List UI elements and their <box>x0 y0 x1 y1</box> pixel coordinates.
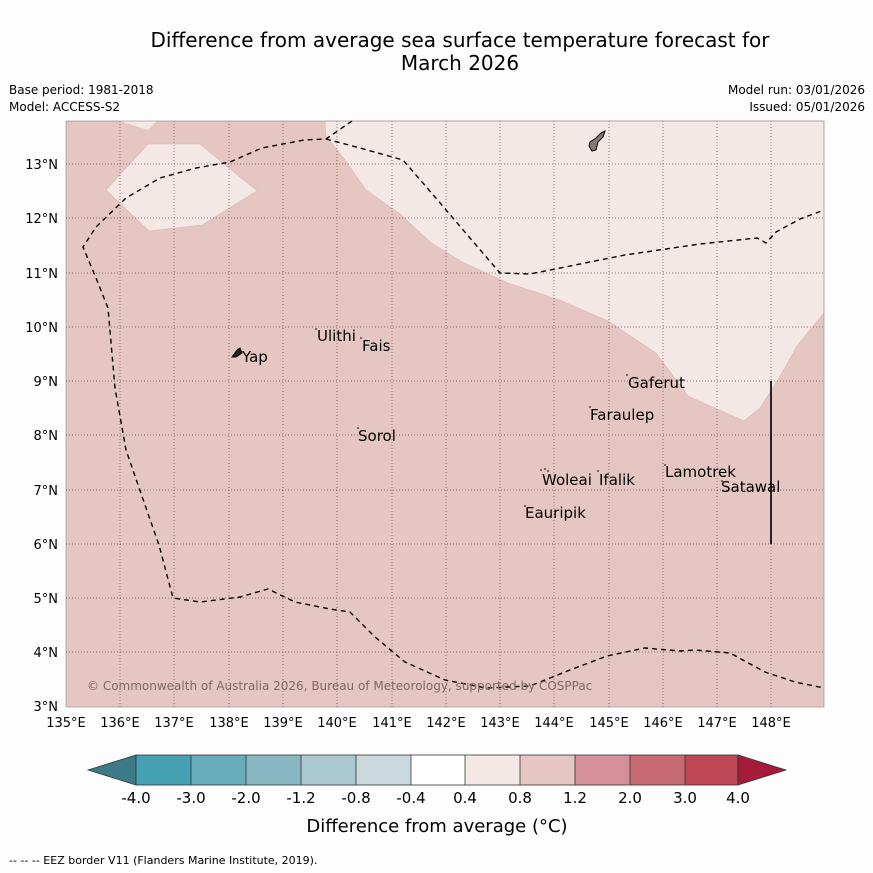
lon-tick: 142°E <box>426 716 466 731</box>
lon-tick: 138°E <box>209 716 249 731</box>
colorbar-segment <box>685 755 738 785</box>
place-label-ifalik: Ifalik <box>599 471 635 489</box>
colorbar: -4.0 -3.0 -2.0 -1.2 -0.8 -0.4 0.4 0.8 1.… <box>86 754 788 837</box>
lat-tick: 12°N <box>25 212 58 227</box>
lon-tick: 135°E <box>46 716 86 731</box>
colorbar-segment <box>246 755 301 785</box>
lat-axis: 13°N 12°N 11°N 10°N 9°N 8°N 7°N 6°N 5°N … <box>25 158 58 715</box>
colorbar-tick: -2.0 <box>231 789 260 807</box>
lat-tick: 9°N <box>34 375 59 390</box>
place-label-eauripik: Eauripik <box>525 504 586 522</box>
lat-tick: 10°N <box>25 321 58 336</box>
colorbar-tick: 4.0 <box>726 789 750 807</box>
place-label-sorol: Sorol <box>358 427 396 445</box>
yap-island-icon <box>231 347 243 358</box>
place-label-yap: Yap <box>241 348 268 366</box>
model-label: Model: ACCESS-S2 <box>9 100 121 114</box>
colorbar-segment <box>191 755 246 785</box>
colorbar-segment <box>136 755 191 785</box>
lon-tick: 148°E <box>751 716 791 731</box>
anomaly-fill-0.4-0.8-east <box>324 120 825 422</box>
colorbar-tick: 0.4 <box>453 789 477 807</box>
colorbar-tick: 2.0 <box>618 789 642 807</box>
chart-title-line2: March 2026 <box>400 51 520 75</box>
place-label-satawal: Satawal <box>721 478 780 496</box>
colorbar-segment <box>411 755 465 785</box>
colorbar-tick: -3.0 <box>176 789 205 807</box>
lat-tick: 4°N <box>34 646 59 661</box>
colorbar-segment <box>520 755 575 785</box>
lon-tick: 139°E <box>263 716 303 731</box>
issued-label: Issued: 05/01/2026 <box>749 100 865 114</box>
copyright-notice: © Commonwealth of Australia 2026, Bureau… <box>87 679 592 693</box>
colorbar-tick: 1.2 <box>563 789 587 807</box>
lon-tick: 147°E <box>697 716 737 731</box>
colorbar-segment <box>630 755 685 785</box>
lon-tick: 146°E <box>643 716 683 731</box>
lat-tick: 8°N <box>34 429 59 444</box>
lat-tick: 5°N <box>34 592 59 607</box>
lon-tick: 141°E <box>372 716 412 731</box>
colorbar-tick: -0.8 <box>341 789 370 807</box>
lon-axis: 135°E 136°E 137°E 138°E 139°E 140°E 141°… <box>46 716 791 731</box>
colorbar-tick: -0.4 <box>396 789 425 807</box>
guam-island-icon <box>588 130 606 152</box>
place-label-gaferut: Gaferut <box>628 374 685 392</box>
place-label-woleai: Woleai <box>542 471 592 489</box>
colorbar-tick: -1.2 <box>286 789 315 807</box>
map-frame <box>65 120 825 708</box>
lat-tick: 7°N <box>34 484 59 499</box>
base-period-label: Base period: 1981-2018 <box>9 83 154 97</box>
lon-tick: 144°E <box>534 716 574 731</box>
colorbar-tick: -4.0 <box>121 789 150 807</box>
lat-tick: 11°N <box>25 267 58 282</box>
colorbar-label: Difference from average (°C) <box>306 816 567 837</box>
colorbar-tick: 3.0 <box>673 789 697 807</box>
model-run-label: Model run: 03/01/2026 <box>727 83 865 97</box>
atoll-markers <box>315 328 723 507</box>
colorbar-segment <box>301 755 356 785</box>
place-label-faraulep: Faraulep <box>590 406 654 424</box>
place-label-lamotrek: Lamotrek <box>665 463 736 481</box>
eez-border <box>82 120 825 689</box>
colorbar-segment <box>575 755 630 785</box>
anomaly-fill-0.4-0.8-west <box>105 143 258 232</box>
colorbar-extend-high <box>737 754 788 786</box>
lon-tick: 145°E <box>589 716 629 731</box>
place-label-ulithi: Ulithi <box>317 327 356 345</box>
graticule <box>66 121 824 707</box>
chart-title-line1: Difference from average sea surface temp… <box>150 28 770 52</box>
colorbar-tick: 0.8 <box>508 789 532 807</box>
colorbar-ticks: -4.0 -3.0 -2.0 -1.2 -0.8 -0.4 0.4 0.8 1.… <box>121 789 750 807</box>
colorbar-extend-low <box>86 754 137 786</box>
lat-tick: 3°N <box>34 700 59 715</box>
lat-tick: 13°N <box>25 158 58 173</box>
place-label-fais: Fais <box>362 337 391 355</box>
lon-tick: 137°E <box>154 716 194 731</box>
lon-tick: 136°E <box>100 716 140 731</box>
colorbar-segment <box>356 755 411 785</box>
eez-footnote: -- -- -- EEZ border V11 (Flanders Marine… <box>9 854 318 867</box>
colorbar-segment <box>465 755 520 785</box>
lat-tick: 6°N <box>34 538 59 553</box>
lon-tick: 140°E <box>317 716 357 731</box>
anomaly-fill-0.4-0.8-sliver <box>120 121 157 130</box>
lon-tick: 143°E <box>480 716 520 731</box>
